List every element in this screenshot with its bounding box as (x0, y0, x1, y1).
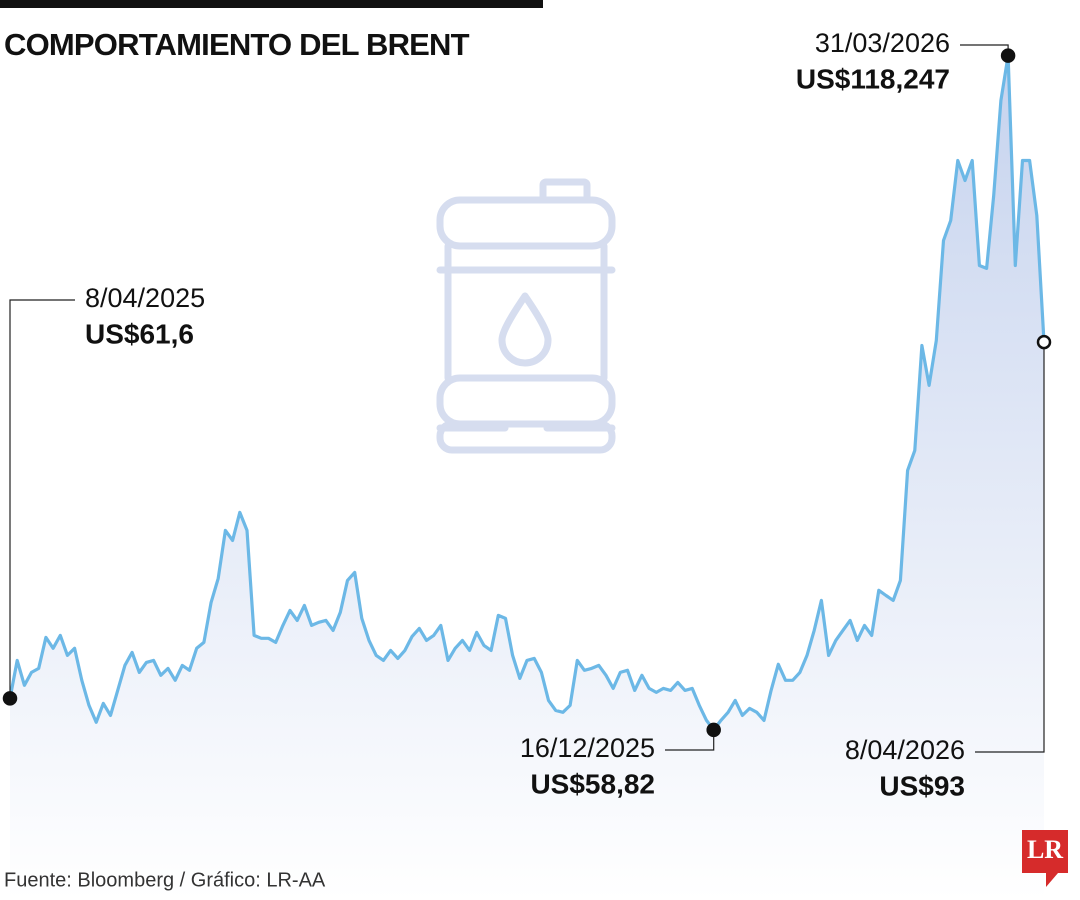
annotation: 8/04/2026 US$93 (845, 334, 1052, 801)
source-note: Fuente: Bloomberg / Gráfico: LR-AA (4, 869, 326, 891)
title-rule (0, 0, 543, 8)
point-marker (706, 722, 721, 738)
annotation: 8/04/2025 US$61,6 (2, 283, 205, 706)
annotation-value: US$61,6 (85, 318, 194, 349)
annotation-date: 8/04/2025 (85, 283, 205, 313)
annotation-date: 16/12/2025 (520, 733, 655, 763)
annotation-value: US$118,247 (796, 63, 950, 94)
annotation-date: 8/04/2026 (845, 735, 965, 765)
area-fill (10, 55, 1044, 900)
annotation: 31/03/2026 US$118,247 (796, 28, 1016, 94)
plot-area: 8/04/2025 US$61,6 31/03/2026 US$118,247 16/1… (2, 28, 1052, 900)
annotation-date: 31/03/2026 (815, 28, 950, 58)
annotation: 16/12/2025 US$58,82 (520, 722, 721, 799)
logo-badge (1022, 830, 1068, 887)
chart-title: COMPORTAMIENTO DEL BRENT (4, 27, 470, 62)
leader-line (960, 44, 1009, 56)
leader-line (975, 342, 1045, 753)
annotation-value: US$58,82 (530, 768, 655, 799)
point-marker (1000, 48, 1016, 63)
annotation-value: US$93 (879, 770, 965, 801)
price-line (8, 54, 1046, 732)
logo: LR (1022, 830, 1068, 887)
point-marker (1036, 334, 1052, 350)
point-marker (2, 691, 18, 706)
leader-line (9, 299, 75, 699)
logo-text: LR (1027, 835, 1063, 864)
barrel-icon (436, 178, 616, 454)
